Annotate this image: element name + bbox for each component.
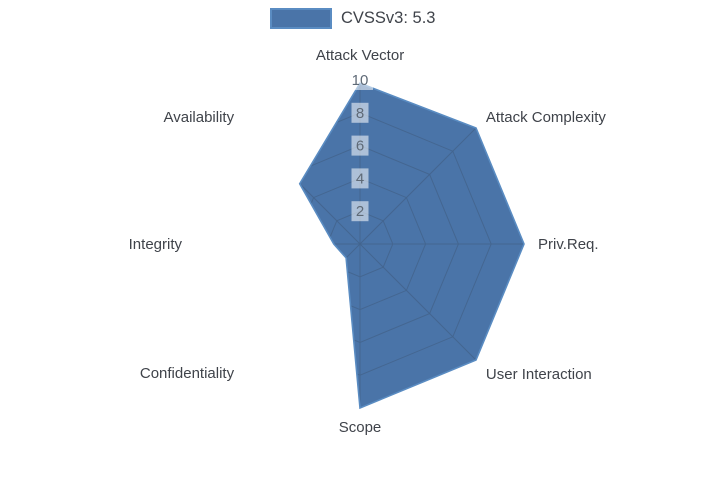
tick-label-text: 8 [356, 105, 364, 122]
radial-tick-2: 2 [351, 201, 369, 222]
radar-trace [299, 83, 524, 409]
axis-label-attack-complexity: Attack Complexity [486, 109, 607, 126]
tick-label-bg [351, 102, 369, 123]
tick-label-bg [351, 135, 369, 156]
axis-label-attack-vector: Attack Vector [316, 47, 404, 64]
radial-tick-10: 10 [347, 70, 373, 90]
grid-spoke [299, 243, 361, 361]
tick-label-text: 4 [356, 170, 364, 187]
axis-label-integrity: Integrity [129, 236, 183, 253]
tick-label-text: 10 [352, 72, 369, 89]
grid-spoke [359, 243, 477, 361]
radar-grid [299, 83, 524, 409]
tick-label-text: 2 [356, 203, 364, 220]
tick-label-bg [351, 201, 369, 222]
legend-label: CVSSv3: 5.3 [341, 9, 436, 27]
radar-trace-outline [298, 82, 525, 410]
axis-label-priv-req-: Priv.Req. [538, 236, 599, 253]
radial-tick-6: 6 [351, 135, 369, 156]
axis-label-confidentiality: Confidentiality [140, 365, 235, 382]
axis-label-user-interaction: User Interaction [486, 366, 592, 383]
legend-item-cvssv3[interactable]: CVSSv3: 5.3 [270, 8, 435, 29]
axis-label-availability: Availability [164, 109, 235, 126]
radial-tick-8: 8 [351, 102, 369, 123]
tick-label-text: 6 [356, 138, 364, 155]
tick-label-bg [351, 168, 369, 189]
grid-spoke [299, 127, 361, 245]
legend-swatch [270, 8, 332, 29]
tick-label-bg [347, 70, 373, 90]
grid-spoke [359, 127, 477, 245]
axis-label-scope: Scope [339, 419, 382, 436]
radial-tick-4: 4 [351, 168, 369, 189]
